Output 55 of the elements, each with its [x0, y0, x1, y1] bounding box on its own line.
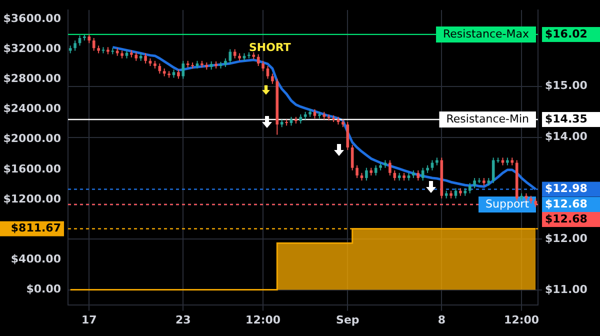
x-tick-label: 12:00 — [246, 313, 281, 326]
candlestick — [144, 52, 147, 64]
ref-line-label: Resistance-Min — [446, 112, 530, 126]
candlestick — [393, 170, 396, 182]
y2-tick-label: $15.00 — [545, 79, 588, 92]
annotation: SHORT — [248, 40, 291, 54]
y-tick-label: $0.00 — [26, 282, 62, 296]
y-tick-label: $2800.00 — [3, 72, 62, 86]
candlestick — [365, 167, 368, 182]
candlestick — [256, 54, 260, 67]
y-tick-label: $811.67 — [10, 222, 61, 235]
y-tick-label: $400.00 — [10, 252, 62, 266]
y2-tick-label: $16.02 — [545, 27, 588, 40]
candlestick — [158, 62, 162, 74]
candlestick — [388, 160, 392, 176]
y-tick-label: $3600.00 — [3, 12, 62, 25]
y2-tick-label: $14.00 — [545, 130, 588, 144]
x-tick-label: 12:00 — [504, 313, 540, 326]
candlestick — [468, 182, 472, 194]
y2-tick-label: $11.00 — [545, 282, 588, 296]
candlestick — [228, 48, 232, 64]
candlestick — [92, 38, 96, 52]
candlestick — [356, 164, 358, 179]
candlestick — [299, 114, 302, 124]
x-tick-label: 23 — [175, 313, 191, 326]
y-tick-label: $2000.00 — [3, 132, 62, 146]
candlestick — [182, 60, 185, 80]
y-tick-label: $3200.00 — [3, 42, 62, 55]
y-tick-label: $2400.00 — [3, 102, 62, 116]
candlestick — [473, 178, 476, 189]
ref-line-label: Support — [486, 197, 530, 210]
candlestick — [374, 164, 378, 176]
y-tick-label: $1200.00 — [3, 192, 62, 206]
candlestick — [262, 60, 264, 72]
candlestick — [271, 73, 274, 84]
x-tick-label: 8 — [438, 313, 446, 326]
candlestick — [177, 69, 180, 80]
y2-tick-label: $12.00 — [545, 232, 588, 245]
y2-tick-label: $12.68 — [545, 197, 588, 210]
candlestick — [421, 167, 424, 182]
x-tick-label: 17 — [81, 313, 97, 326]
candlestick — [430, 160, 434, 171]
ref-line-label: $12.68 — [545, 212, 588, 226]
candlestick — [350, 144, 354, 171]
candlestick — [454, 188, 458, 199]
candlestick — [416, 170, 420, 182]
candlestick — [74, 40, 76, 52]
ref-line-label: $12.98 — [545, 182, 588, 196]
candlestick — [233, 48, 236, 59]
candlestick — [346, 122, 350, 151]
ref-line-label: Resistance-Max — [443, 27, 530, 40]
y2-tick-label: $14.35 — [545, 112, 588, 126]
y-tick-label: $1600.00 — [3, 162, 62, 176]
candlestick — [102, 46, 105, 54]
x-tick-label: Sep — [336, 313, 360, 326]
